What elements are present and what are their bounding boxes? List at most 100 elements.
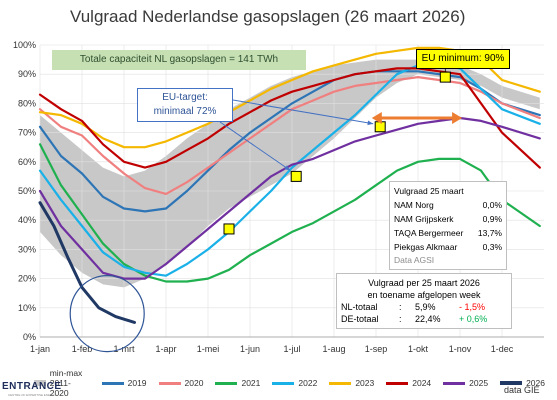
fill-label: DE-totaal (341, 314, 379, 324)
y-tick-label: 20% (18, 274, 36, 284)
data-source: data GIE (504, 385, 540, 395)
legend-swatch (215, 381, 238, 385)
fill-sep: : (399, 302, 402, 312)
fill-change: + 0,6% (459, 314, 488, 324)
eu-minimum-label: EU minimum: 90% (416, 49, 510, 69)
legend-label: 2024 (412, 378, 432, 388)
series-line-2023 (38, 46, 541, 149)
legend-item: 2022 (272, 368, 317, 398)
legend-swatch (329, 381, 352, 385)
info-row: TAQA Bergermeer 13,7% (394, 226, 502, 240)
info-name: NAM Norg (394, 200, 434, 210)
orange-arrow-head-right (452, 112, 463, 124)
highlight-circle (69, 275, 145, 353)
orange-arrow-head-left (371, 112, 382, 124)
legend-item: 2024 (386, 368, 431, 398)
eu-target-marker (290, 170, 302, 182)
legend-swatch (101, 381, 124, 385)
storage-info-box: Vulgraad 25 maart NAM Norg 0,0% NAM Grijp… (389, 181, 507, 270)
eu-target-line: minimaal 72% (153, 106, 217, 117)
legend-swatch (34, 380, 46, 386)
info-row: NAM Norg 0,0% (394, 198, 502, 212)
legend-item: 2023 (329, 368, 374, 398)
fill-level-box: Vulgraad per 25 maart 2026 en toename af… (336, 273, 512, 329)
eu-target-marker (223, 223, 235, 235)
eu-target-marker (439, 71, 451, 83)
y-tick-label: 30% (18, 244, 36, 254)
legend-item: min-max 2011-2020 (34, 368, 90, 398)
info-value: 0,9% (482, 214, 502, 224)
legend-item: 2019 (101, 368, 147, 398)
legend-swatch (500, 381, 523, 385)
eu-target-marker (374, 121, 386, 133)
y-tick-label: 50% (18, 186, 36, 196)
logo-text: ENTRANCE (2, 381, 62, 392)
x-tick-label: 1-jun (240, 344, 260, 354)
fill-header-1: Vulgraad per 25 maart 2026 (368, 278, 480, 288)
y-tick-label: 60% (18, 157, 36, 167)
minmax-band (40, 59, 540, 288)
fill-change: - 1,5% (459, 302, 486, 312)
info-value: 13,7% (477, 228, 502, 238)
legend-swatch (443, 381, 466, 385)
target-arrow-jul-head (284, 165, 291, 171)
info-name: TAQA Bergermeer (394, 228, 464, 238)
eu-target-line: EU-target: (162, 92, 208, 103)
chart-title: Vulgraad Nederlandse gasopslagen (26 maa… (70, 7, 466, 26)
x-tick-label: 1-feb (72, 344, 93, 354)
info-header: Vulgraad 25 maart (394, 186, 464, 196)
chart-legend: min-max 2011-2020 2019 2020 2021 2022 2023 202… (34, 368, 557, 398)
info-row: NAM Grijpskerk 0,9% (394, 212, 502, 226)
y-tick-label: 90% (18, 69, 36, 79)
y-tick-label: 0% (23, 332, 36, 342)
series-line-2021 (38, 143, 541, 283)
x-tick-label: 1-sep (365, 344, 388, 354)
x-tick-label: 1-apr (155, 344, 176, 354)
fill-row: DE-totaal : 22,4% + 0,6% (341, 313, 507, 325)
fill-value: 5,9% (415, 302, 436, 312)
entrance-logo: ENTRANCE CENTRE OF EXPERTISE ENERGY (2, 381, 62, 397)
y-tick-label: 80% (18, 98, 36, 108)
info-value: 0,0% (482, 200, 502, 210)
info-source: Data AGSI (394, 255, 435, 265)
fill-header-2: en toename afgelopen week (367, 290, 481, 300)
target-arrow-sep (232, 99, 374, 125)
legend-label: 2023 (355, 378, 375, 388)
fill-sep: : (399, 314, 402, 324)
legend-swatch (386, 381, 409, 385)
fill-row: NL-totaal : 5,9% - 1,5% (341, 301, 507, 313)
y-tick-label: 40% (18, 215, 36, 225)
x-tick-label: 1-dec (491, 344, 514, 354)
fill-label: NL-totaal (341, 302, 378, 312)
x-tick-label: 1-nov (449, 344, 472, 354)
x-tick-label: 1-jan (30, 344, 50, 354)
legend-item: 2020 (158, 368, 204, 398)
info-name: NAM Grijpskerk (394, 214, 454, 224)
x-tick-label: 1-jul (283, 344, 300, 354)
eu-target-label: EU-target: minimaal 72% (137, 88, 233, 122)
legend-label: 2021 (241, 378, 261, 388)
series-line-2026 (38, 201, 136, 324)
legend-label: min-max 2011-2020 (49, 368, 83, 398)
legend-label: 2019 (127, 378, 147, 388)
legend-item: 2021 (215, 368, 260, 398)
target-arrow-jul (219, 121, 291, 171)
legend-label: 2022 (298, 378, 318, 388)
y-tick-label: 70% (18, 128, 36, 138)
legend-swatch (272, 381, 295, 385)
legend-swatch (158, 381, 181, 385)
legend-label: 2025 (469, 378, 489, 388)
y-tick-label: 10% (18, 303, 36, 313)
x-tick-label: 1-okt (408, 344, 429, 354)
x-tick-label: 1-mei (197, 344, 220, 354)
capacity-label: Totale capaciteit NL gasopslagen = 141 T… (52, 50, 306, 70)
logo-tagline: CENTRE OF EXPERTISE ENERGY (8, 393, 57, 397)
legend-label: 2020 (184, 378, 204, 388)
legend-label: 2026 (526, 378, 545, 388)
x-tick-label: 1-mrt (114, 344, 135, 354)
info-name: Piekgas Alkmaar (394, 242, 458, 252)
fill-value: 22,4% (415, 314, 441, 324)
info-value: 0,3% (482, 242, 502, 252)
info-row: Piekgas Alkmaar 0,3% (394, 240, 502, 254)
